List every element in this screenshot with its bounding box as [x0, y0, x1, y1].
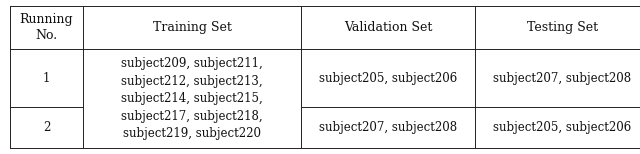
Text: Running
No.: Running No. [20, 13, 73, 42]
Text: Validation Set: Validation Set [344, 21, 432, 34]
Text: subject205, subject206: subject205, subject206 [493, 121, 632, 134]
Text: subject205, subject206: subject205, subject206 [319, 72, 457, 85]
Text: subject207, subject208: subject207, subject208 [493, 72, 632, 85]
Text: 2: 2 [43, 121, 50, 134]
Text: 1: 1 [43, 72, 50, 85]
Text: Training Set: Training Set [152, 21, 232, 34]
Text: subject207, subject208: subject207, subject208 [319, 121, 457, 134]
Text: Testing Set: Testing Set [527, 21, 598, 34]
Text: subject209, subject211,
subject212, subject213,
subject214, subject215,
subject2: subject209, subject211, subject212, subj… [121, 57, 263, 140]
